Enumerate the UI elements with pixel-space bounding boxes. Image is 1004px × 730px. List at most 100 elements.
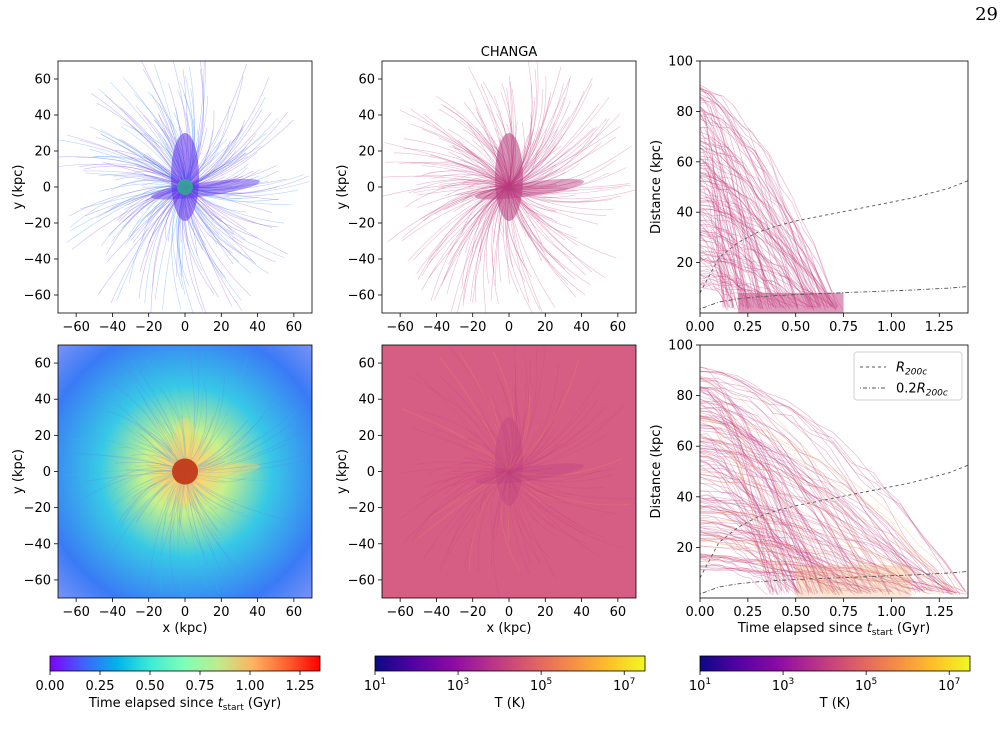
density-background: [382, 345, 636, 598]
colorbar-tick-label: 0.25: [86, 679, 115, 694]
trajectory: [700, 113, 747, 310]
trajectory: [700, 510, 958, 596]
trajectory-layer: [382, 345, 636, 598]
trajectory: [433, 427, 507, 471]
trajectory: [700, 415, 867, 591]
colorbar-label: T (K): [494, 696, 526, 711]
trajectory: [700, 147, 725, 306]
trajectory: [700, 502, 841, 596]
trajectory: [511, 348, 538, 474]
trajectory: [700, 508, 942, 596]
trajectory: [471, 453, 508, 473]
trajectory: [458, 418, 512, 474]
x-tick-label: −40: [423, 320, 450, 335]
y-tick-label: 80: [676, 389, 693, 404]
trajectory: [400, 469, 509, 520]
y-tick-label: 60: [358, 357, 375, 372]
trajectory: [183, 356, 249, 470]
trajectory: [464, 457, 511, 474]
trajectory: [700, 506, 926, 593]
x-axis-label: x (kpc): [487, 621, 532, 636]
trajectory: [700, 511, 923, 591]
trajectory: [700, 137, 811, 310]
trajectory: [430, 189, 508, 301]
label-part: R: [917, 382, 926, 397]
trajectory: [700, 425, 824, 594]
trajectory: [184, 409, 298, 475]
trajectory: [478, 414, 511, 474]
trajectory: [448, 468, 511, 476]
x-tick-label: 40: [573, 605, 590, 620]
y-tick-label: 60: [34, 357, 51, 372]
trajectory: [385, 161, 509, 186]
trajectory: [700, 175, 825, 307]
y-tick-label: 0: [367, 181, 375, 196]
trajectory: [495, 370, 514, 471]
central-stream: [495, 133, 523, 221]
trajectory: [700, 490, 799, 593]
trajectory: [508, 407, 522, 475]
trajectory: [700, 109, 728, 311]
x-tick-label: 20: [537, 320, 554, 335]
trajectory: [700, 197, 836, 308]
trajectory: [500, 382, 515, 471]
trajectory: [700, 159, 749, 310]
trajectory: [700, 380, 890, 595]
trajectory: [700, 537, 948, 592]
trajectory: [423, 411, 508, 474]
colorbar-tick-label: 1.25: [286, 679, 315, 694]
colorbar-gradient: [699, 655, 971, 672]
trajectory: [402, 469, 507, 544]
trajectory: [510, 469, 563, 502]
trajectory: [700, 494, 785, 594]
trajectory: [439, 356, 509, 474]
trajectory: [507, 470, 551, 475]
y-tick-label: 20: [358, 429, 375, 444]
trajectory: [700, 118, 761, 309]
trajectory: [700, 535, 966, 593]
x-axis-label: x (kpc): [163, 621, 208, 636]
series-02r200c: [700, 286, 968, 310]
trajectory: [700, 441, 790, 591]
y-tick-label: 20: [358, 145, 375, 160]
trajectory: [506, 472, 587, 545]
trajectory: [700, 204, 787, 308]
x-tick-label: −40: [423, 605, 450, 620]
colorbar-tick-label: 0.00: [36, 679, 65, 694]
trajectory: [700, 273, 727, 311]
trajectory: [500, 473, 521, 572]
trajectory: [700, 240, 791, 310]
y-tick-label: 0: [367, 465, 375, 480]
trajectory: [700, 504, 807, 592]
trajectory: [509, 469, 557, 537]
trajectory: [700, 529, 860, 592]
trajectory: [700, 371, 917, 594]
trajectory: [401, 467, 511, 474]
y-tick-label: −60: [348, 289, 375, 304]
trajectory: [700, 227, 752, 308]
y-tick-label: −40: [24, 537, 51, 552]
trajectory: [700, 197, 791, 307]
trajectory: [700, 86, 782, 309]
x-tick-label: −40: [99, 605, 126, 620]
trajectory: [493, 473, 511, 528]
trajectory: [700, 553, 844, 594]
trajectory: [700, 205, 799, 307]
trajectory: [700, 367, 884, 596]
trajectory: [464, 457, 511, 475]
trajectory: [700, 118, 834, 309]
trajectory: [700, 181, 814, 310]
trajectory: [509, 389, 564, 474]
trajectory: [509, 114, 620, 190]
y-axis-label: y (kpc): [11, 165, 26, 210]
trajectory: [411, 468, 507, 542]
x-tick-label: −20: [135, 320, 162, 335]
trajectory: [700, 501, 961, 594]
trajectory: [700, 367, 774, 593]
trajectory: [700, 245, 821, 306]
trajectory: [700, 131, 814, 307]
trajectory: [506, 472, 573, 495]
trajectory: [700, 483, 810, 593]
trajectory: [452, 470, 512, 474]
trajectory: [700, 424, 837, 595]
